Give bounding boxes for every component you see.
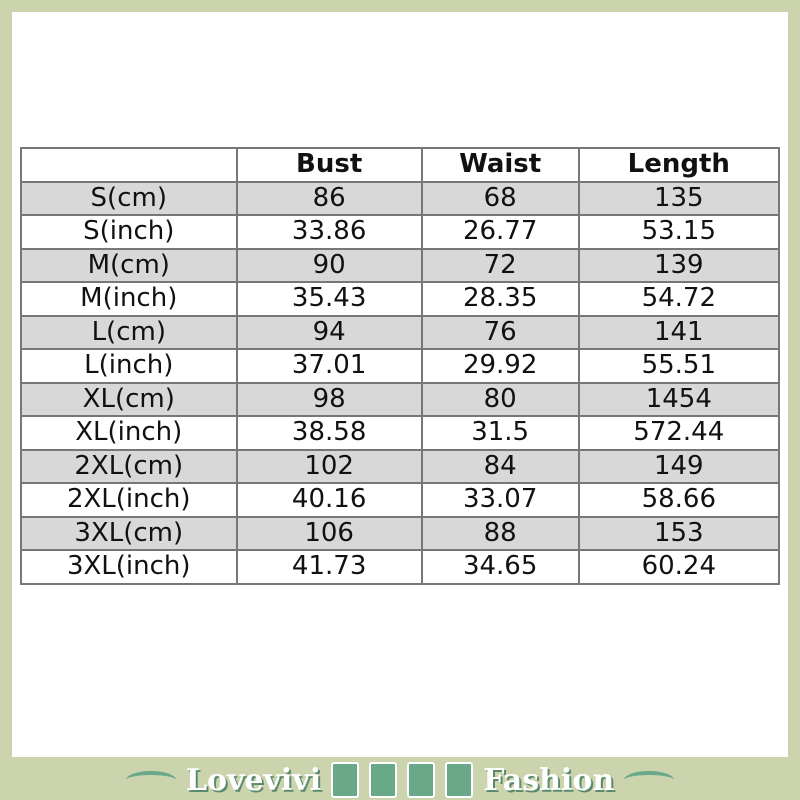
hanger-icon: [125, 771, 176, 789]
size-label-cell: S(cm): [20, 180, 238, 216]
table-row: S(inch) 33.86 26.77 53.15: [20, 214, 781, 250]
size-chart-table: Bust Waist Length S(cm) 86 68 135 S(inch) 33.…: [20, 147, 781, 585]
size-label-cell: 2XL(cm): [20, 448, 238, 484]
measurement-cell: 35.43: [235, 281, 423, 317]
measurement-cell: 60.24: [577, 549, 781, 585]
size-label-cell: L(cm): [20, 314, 238, 350]
table-row: XL(cm) 98 80 1454: [20, 381, 781, 417]
table-row: S(cm) 86 68 135: [20, 180, 781, 216]
measurement-cell: 72: [420, 247, 580, 283]
table-row: M(inch) 35.43 28.35 54.72: [20, 281, 781, 317]
measurement-cell: 26.77: [420, 214, 580, 250]
measurement-cell: 141: [577, 314, 781, 350]
measurement-cell: 80: [420, 381, 580, 417]
table-row: 2XL(cm) 102 84 149: [20, 448, 781, 484]
brand-name-right: Fashion: [483, 762, 615, 798]
size-label-cell: 2XL(inch): [20, 482, 238, 518]
size-label-cell: 3XL(inch): [20, 549, 238, 585]
measurement-cell: 1454: [577, 381, 781, 417]
table-row: L(cm) 94 76 141: [20, 314, 781, 350]
measurement-cell: 55.51: [577, 348, 781, 384]
measurement-cell: 68: [420, 180, 580, 216]
header-cell: Length: [577, 147, 781, 183]
table-row: XL(inch) 38.58 31.5 572.44: [20, 415, 781, 451]
measurement-cell: 94: [235, 314, 423, 350]
dress-icon: [407, 762, 436, 798]
measurement-cell: 40.16: [235, 482, 423, 518]
measurement-cell: 53.15: [577, 214, 781, 250]
brand-footer: Lovevivi Fashion: [0, 760, 800, 800]
measurement-cell: 28.35: [420, 281, 580, 317]
measurement-cell: 90: [235, 247, 423, 283]
size-label-cell: 3XL(cm): [20, 515, 238, 551]
measurement-cell: 102: [235, 448, 423, 484]
size-label-cell: M(cm): [20, 247, 238, 283]
measurement-cell: 84: [420, 448, 580, 484]
size-label-cell: XL(inch): [20, 415, 238, 451]
table-row: 3XL(inch) 41.73 34.65 60.24: [20, 549, 781, 585]
measurement-cell: 139: [577, 247, 781, 283]
brand-name-left: Lovevivi: [185, 762, 322, 798]
measurement-cell: 149: [577, 448, 781, 484]
table-row: 3XL(cm) 106 88 153: [20, 515, 781, 551]
table-row: L(inch) 37.01 29.92 55.51: [20, 348, 781, 384]
measurement-cell: 54.72: [577, 281, 781, 317]
measurement-cell: 29.92: [420, 348, 580, 384]
header-cell: Waist: [420, 147, 580, 183]
measurement-cell: 106: [235, 515, 423, 551]
measurement-cell: 572.44: [577, 415, 781, 451]
hanger-icon: [624, 771, 675, 789]
measurement-cell: 37.01: [235, 348, 423, 384]
measurement-cell: 34.65: [420, 549, 580, 585]
table-row: 2XL(inch) 40.16 33.07 58.66: [20, 482, 781, 518]
measurement-cell: 38.58: [235, 415, 423, 451]
measurement-cell: 86: [235, 180, 423, 216]
size-label-cell: XL(cm): [20, 381, 238, 417]
measurement-cell: 88: [420, 515, 580, 551]
shirt-icon: [445, 762, 474, 798]
measurement-cell: 98: [235, 381, 423, 417]
header-cell: Bust: [235, 147, 423, 183]
measurement-cell: 135: [577, 180, 781, 216]
size-label-cell: S(inch): [20, 214, 238, 250]
measurement-cell: 76: [420, 314, 580, 350]
header-row: Bust Waist Length: [20, 147, 781, 183]
header-cell: [20, 147, 238, 183]
measurement-cell: 31.5: [420, 415, 580, 451]
pants-icon: [369, 762, 398, 798]
measurement-cell: 33.07: [420, 482, 580, 518]
table-row: M(cm) 90 72 139: [20, 247, 781, 283]
measurement-cell: 41.73: [235, 549, 423, 585]
size-label-cell: L(inch): [20, 348, 238, 384]
measurement-cell: 58.66: [577, 482, 781, 518]
jacket-icon: [331, 762, 360, 798]
measurement-cell: 33.86: [235, 214, 423, 250]
size-label-cell: M(inch): [20, 281, 238, 317]
measurement-cell: 153: [577, 515, 781, 551]
